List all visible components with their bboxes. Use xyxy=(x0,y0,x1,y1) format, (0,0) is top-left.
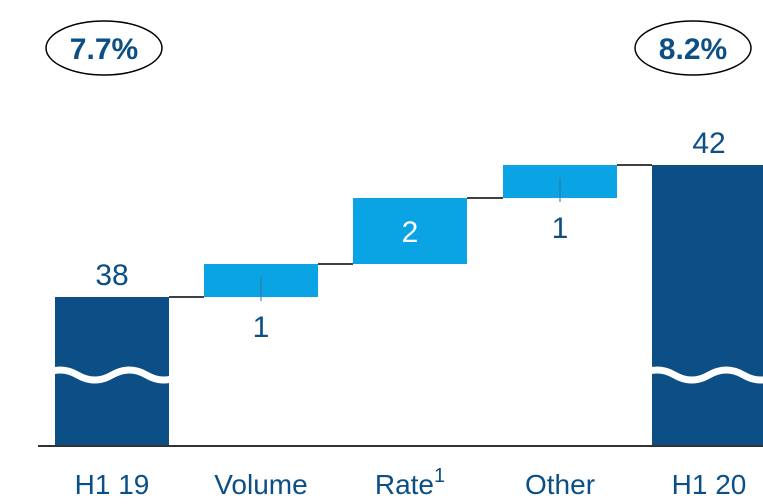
connector-lines xyxy=(169,164,652,298)
percentage-badges: 7.7% 8.2% xyxy=(45,20,752,76)
x-tick-label: H1 19 xyxy=(75,469,150,500)
data-label: 38 xyxy=(95,259,128,292)
x-tick-label: Other xyxy=(525,469,595,500)
axis-break-wave xyxy=(638,366,763,384)
x-tick-label: Volume xyxy=(214,469,307,500)
percentage-badge: 7.7% xyxy=(45,20,163,76)
data-label: 1 xyxy=(253,311,270,344)
total-bar xyxy=(652,165,763,446)
badge-outline xyxy=(45,20,163,76)
delta-bar xyxy=(353,198,467,264)
data-label: 42 xyxy=(692,127,725,160)
value-labels: 38 1 2 1 42 xyxy=(95,127,725,344)
badge-value: 7.7% xyxy=(70,33,138,66)
x-tick-label: Rate1 xyxy=(375,465,445,500)
bars-group xyxy=(55,165,763,446)
axis-break-marks xyxy=(41,366,763,384)
percentage-badge: 8.2% xyxy=(634,20,752,76)
axis-break-wave xyxy=(41,366,183,384)
data-label: 2 xyxy=(402,216,419,249)
footnote-marker: 1 xyxy=(434,465,445,487)
data-label: 1 xyxy=(552,212,569,245)
badge-outline xyxy=(634,20,752,76)
badge-value: 8.2% xyxy=(659,33,727,66)
x-tick-label: H1 20 xyxy=(672,469,747,500)
x-tick-labels: H1 19 Volume Rate1 Other H1 20 xyxy=(75,465,747,500)
